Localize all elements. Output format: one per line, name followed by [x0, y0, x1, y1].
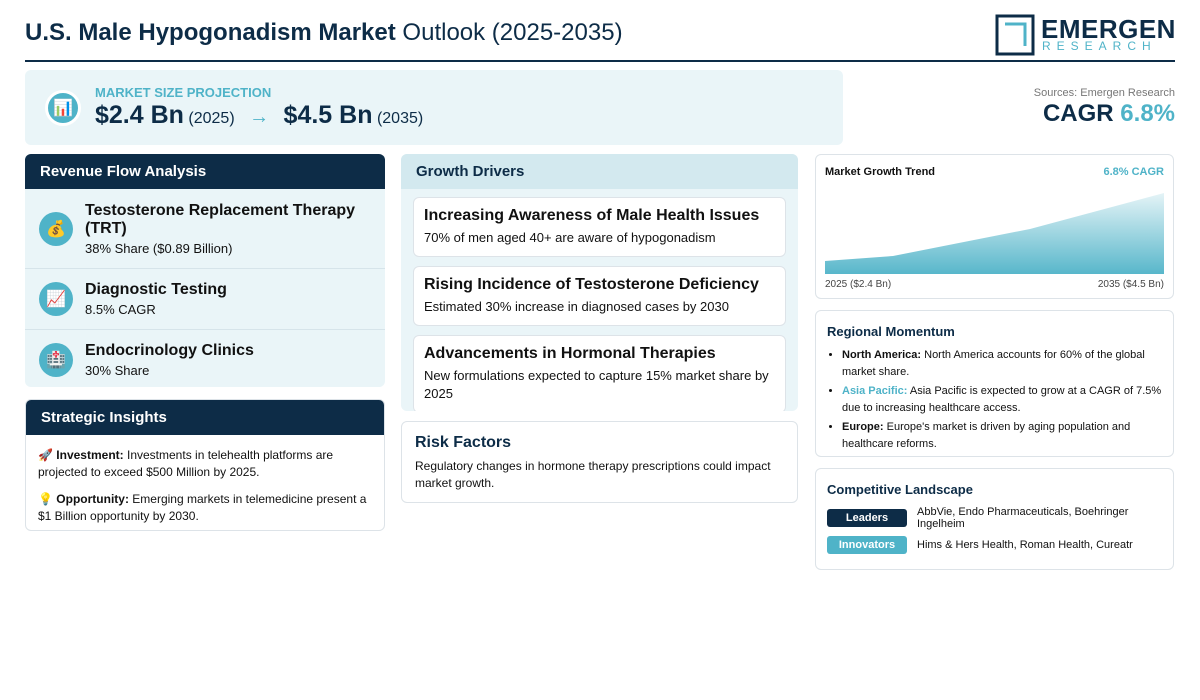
- trend-card: Market Growth Trend 6.8% CAGR 2025 ($2.4…: [815, 154, 1174, 299]
- region-text: Asia Pacific is expected to grow at a CA…: [842, 385, 1162, 414]
- insight-icon: 💡: [38, 492, 53, 506]
- competitor-tag: Leaders: [827, 509, 907, 527]
- insight: 🚀 Investment: Investments in telehealth …: [26, 447, 384, 481]
- insight-text: Emerging markets in telemedicine present…: [38, 492, 367, 523]
- revenue-card: Revenue Flow Analysis 💰 Testosterone Repl…: [25, 154, 385, 387]
- insights-title: Strategic Insights: [26, 400, 384, 435]
- source: Sources: Emergen Research: [1033, 87, 1175, 99]
- regional-list: North America: North America accounts fo…: [827, 347, 1162, 453]
- cagr: CAGR 6.8%: [1034, 100, 1175, 128]
- trend-area: [825, 193, 1164, 274]
- competitive-list: Leaders AbbVie, Endo Pharmaceuticals, Boe…: [827, 506, 1162, 554]
- revenue-detail: 30% Share: [85, 363, 150, 378]
- competitive-title: Competitive Landscape: [827, 482, 973, 497]
- revenue-detail: 38% Share ($0.89 Billion): [85, 240, 233, 256]
- cagr-label: CAGR: [1042, 100, 1114, 127]
- competitor-row: Leaders AbbVie, Endo Pharmaceuticals, Boe…: [827, 506, 1162, 530]
- insight-text: Investments in telehealth platforms are …: [38, 448, 334, 479]
- drivers-list: Increasing Awareness of Male Health Issu…: [401, 197, 798, 411]
- revenue-icon: 💰: [39, 211, 73, 246]
- driver-title: Increasing Awareness of Male Health Issu…: [424, 207, 760, 224]
- revenue-name: Endocrinology Clinics: [85, 342, 254, 359]
- driver-text: 70% of men aged 40+ are aware of hypogon…: [424, 230, 716, 245]
- trend-badge: 6.8% CAGR: [1103, 166, 1164, 178]
- competitor-names: AbbVie, Endo Pharmaceuticals, Boehringer…: [917, 506, 1129, 530]
- driver: Rising Incidence of Testosterone Deficie…: [413, 266, 786, 326]
- insights-card: Strategic Insights 🚀 Investment: Investm…: [25, 399, 385, 531]
- cagr-block: Sources: Emergen Research CAGR 6.8%: [1034, 87, 1175, 128]
- revenue-item: 📈 Diagnostic Testing 8.5% CAGR: [25, 268, 385, 329]
- trend-title: Market Growth Trend: [825, 166, 936, 178]
- driver-title: Rising Incidence of Testosterone Deficie…: [424, 276, 759, 293]
- projection-label: MARKET SIZE PROJECTION: [95, 85, 272, 100]
- logo: EMERGEN RESEARCH: [995, 14, 1175, 56]
- start-value: $2.4 Bn: [95, 101, 184, 129]
- revenue-list: 💰 Testosterone Replacement Therapy (TRT) 3…: [25, 189, 385, 387]
- revenue-text: Testosterone Replacement Therapy (TRT) 38…: [85, 202, 371, 256]
- competitor-tag: Innovators: [827, 536, 907, 554]
- region-item: Europe: Europe's market is driven by agi…: [842, 419, 1162, 453]
- driver: Advancements in Hormonal Therapies New fo…: [413, 335, 786, 411]
- region-item: North America: North America accounts fo…: [842, 347, 1162, 381]
- risk-title: Risk Factors: [415, 434, 512, 451]
- projection-values: $2.4 Bn (2025) → $4.5 Bn (2035): [95, 101, 423, 130]
- end-value: $4.5 Bn: [283, 101, 373, 129]
- projection-icon: 📊: [45, 90, 81, 126]
- drivers-card: Growth Drivers Increasing Awareness of M…: [401, 154, 798, 411]
- insight-label: Opportunity:: [56, 492, 129, 506]
- projection-card: 📊 MARKET SIZE PROJECTION $2.4 Bn (2025) …: [25, 70, 843, 145]
- region-name: North America:: [842, 349, 922, 361]
- driver-text: Estimated 30% increase in diagnosed case…: [424, 299, 729, 314]
- end-year: (2035): [376, 110, 424, 127]
- competitor-row: Innovators Hims & Hers Health, Roman Heal…: [827, 536, 1162, 554]
- risk-text: Regulatory changes in hormone therapy pr…: [415, 459, 771, 490]
- region-item: Asia Pacific: Asia Pacific is expected t…: [842, 383, 1162, 417]
- region-text: Europe's market is driven by aging popul…: [842, 421, 1131, 450]
- drivers-title: Growth Drivers: [401, 154, 798, 189]
- revenue-name: Diagnostic Testing: [85, 281, 227, 298]
- revenue-item: 💰 Testosterone Replacement Therapy (TRT) 3…: [25, 189, 385, 268]
- revenue-icon: 📈: [39, 282, 73, 316]
- risk-card: Risk Factors Regulatory changes in hormo…: [401, 421, 798, 503]
- logo-sub: RESEARCH: [1042, 39, 1157, 53]
- revenue-text: Endocrinology Clinics 30% Share: [85, 342, 254, 378]
- regional-card: Regional Momentum North America: North A…: [815, 310, 1174, 457]
- trend-start: 2025 ($2.4 Bn): [825, 279, 892, 290]
- revenue-item: 🏥 Endocrinology Clinics 30% Share: [25, 329, 385, 387]
- region-name: Europe:: [842, 421, 884, 433]
- title-rest: Outlook (2025-2035): [402, 19, 623, 46]
- logo-mark: [995, 14, 1035, 56]
- cagr-value: 6.8%: [1120, 100, 1175, 127]
- region-name: Asia Pacific:: [842, 385, 908, 397]
- region-text: North America accounts for 60% of the gl…: [842, 349, 1145, 378]
- driver: Increasing Awareness of Male Health Issu…: [413, 197, 786, 257]
- insights-list: 🚀 Investment: Investments in telehealth …: [26, 447, 384, 525]
- competitor-names: Hims & Hers Health, Roman Health, Cureat…: [917, 539, 1133, 551]
- revenue-detail: 8.5% CAGR: [85, 302, 156, 317]
- competitive-card: Competitive Landscape Leaders AbbVie, End…: [815, 468, 1174, 570]
- revenue-title: Revenue Flow Analysis: [25, 154, 385, 189]
- driver-title: Advancements in Hormonal Therapies: [424, 345, 716, 362]
- insight-label: Investment:: [56, 448, 124, 462]
- driver-text: New formulations expected to capture 15%…: [424, 368, 769, 401]
- regional-title: Regional Momentum: [827, 324, 955, 339]
- arrow: →: [249, 106, 270, 128]
- logo-name: EMERGEN: [1041, 14, 1176, 44]
- revenue-icon: 🏥: [39, 343, 73, 377]
- insight-icon: 🚀: [38, 448, 53, 462]
- start-year: (2025): [188, 110, 235, 127]
- page-title: U.S. Male Hypogonadism Market Outlook (2…: [25, 19, 623, 47]
- insight: 💡 Opportunity: Emerging markets in telem…: [26, 491, 384, 525]
- header-rule: [25, 60, 1175, 62]
- revenue-text: Diagnostic Testing 8.5% CAGR: [85, 281, 227, 317]
- revenue-name: Testosterone Replacement Therapy (TRT): [85, 201, 356, 237]
- trend-end: 2035 ($4.5 Bn): [1097, 279, 1164, 290]
- title-bold: U.S. Male Hypogonadism Market: [25, 19, 396, 46]
